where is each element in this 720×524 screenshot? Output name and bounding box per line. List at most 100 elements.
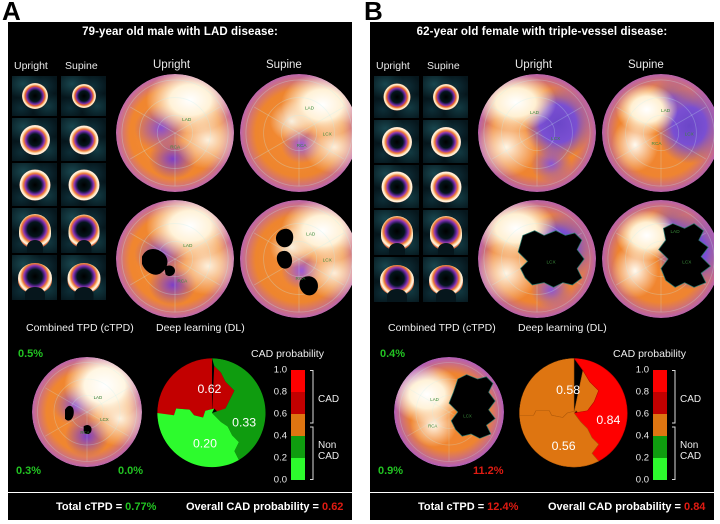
dl-value-rca-a: 0.20 xyxy=(193,437,217,451)
colorbar-segment-0.8-1.0 xyxy=(653,370,667,392)
footer-ctpd-label: Total cTPD = xyxy=(418,501,488,513)
panel-b-case-title: 62-year old female with triple-vessel di… xyxy=(416,26,668,38)
colorbar-segment-0.4-0.6 xyxy=(291,414,305,436)
dl-sector-lad-a xyxy=(157,358,235,418)
colorbar-a: 1.0 0.8 0.6 0.4 0.2 0.0 xyxy=(274,365,305,484)
polar-label-supine-a: Supine xyxy=(266,59,302,71)
footer-dl-value: 0.84 xyxy=(684,501,706,513)
colorbar-group-cad-b: CAD xyxy=(680,394,702,405)
colorbar-tick: 0.0 xyxy=(273,474,287,486)
dl-value-rca-b: 0.56 xyxy=(552,439,576,453)
polar-map-upright-raw-b: LAD LCX xyxy=(478,74,596,192)
polar-label-upright-a: Upright xyxy=(153,59,191,71)
footer-total-ctpd-a: Total cTPD = 0.77% xyxy=(56,501,156,513)
spect-slice xyxy=(423,257,468,302)
spect-slice xyxy=(374,165,419,208)
spect-slice xyxy=(12,76,57,116)
colorbar-tick: 0.6 xyxy=(635,408,649,420)
panel-letter-a: A xyxy=(2,0,21,26)
panel-b: B 62-year old female with triple-vessel … xyxy=(362,0,720,524)
colorbar-title-a: CAD probability xyxy=(251,348,324,360)
colorbar-segment-0.4-0.6 xyxy=(653,414,667,436)
spect-slice xyxy=(423,165,468,208)
footer-overall-cad-b: Overall CAD probability = 0.84 xyxy=(548,501,705,513)
footer-separator-b xyxy=(370,492,714,493)
colorbar-group-noncad-b: Non CAD xyxy=(680,440,701,462)
spect-slice xyxy=(61,76,106,116)
footer-total-ctpd-b: Total cTPD = 12.4% xyxy=(418,501,518,513)
colorbar-b: 1.0 0.8 0.6 0.4 0.2 0.0 xyxy=(636,365,667,484)
spect-slice xyxy=(61,208,106,253)
footer-overall-cad-a: Overall CAD probability = 0.62 xyxy=(186,501,343,513)
colorbar-tick: 0.4 xyxy=(635,430,649,442)
colorbar-tick: 0.2 xyxy=(635,452,649,464)
colorbar-segment-0.0-0.2 xyxy=(291,458,305,480)
slice-label-upright-a: Upright xyxy=(14,60,48,72)
polar-map-upright-blackout-b: LCX xyxy=(478,200,596,318)
polar-map-supine-raw-b: LAD LCX RCA xyxy=(602,74,714,192)
colorbar-segment-0.2-0.4 xyxy=(653,436,667,458)
slice-label-supine-a: Supine xyxy=(65,60,98,72)
slice-label-supine-b: Supine xyxy=(427,60,460,72)
polar-map-supine-raw-a: LAD LCX RCA xyxy=(240,74,352,192)
noncad-line2: CAD xyxy=(318,451,340,462)
footer-dl-value: 0.62 xyxy=(322,501,344,513)
ctpd-pct-rca-b: 0.9% xyxy=(378,465,404,477)
colorbar-tick: 0.2 xyxy=(273,452,287,464)
noncad-line1: Non xyxy=(318,440,337,451)
ctpd-pct-lcx-b: 11.2% xyxy=(473,465,504,477)
ctpd-pct-lad-a: 0.5% xyxy=(18,348,44,360)
noncad-line2: CAD xyxy=(680,451,702,462)
ctpd-pct-rca-a: 0.3% xyxy=(16,465,42,477)
panel-b-content: 62-year old female with triple-vessel di… xyxy=(370,22,714,520)
colorbar-segment-0.8-1.0 xyxy=(291,370,305,392)
spect-slice xyxy=(12,208,57,253)
dl-value-lad-b: 0.58 xyxy=(556,383,580,397)
spect-slice xyxy=(423,120,468,163)
polar-map-supine-blackout-a: LAD LCX RCA xyxy=(240,200,352,318)
footer-ctpd-label: Total cTPD = xyxy=(56,501,126,513)
footer-bar-a: Total cTPD = 0.77% Overall CAD probabili… xyxy=(8,493,352,520)
noncad-line1: Non xyxy=(680,440,699,451)
footer-bar-b: Total cTPD = 12.4% Overall CAD probabili… xyxy=(370,493,714,520)
slice-label-upright-b: Upright xyxy=(376,60,410,72)
colorbar-tick: 0.4 xyxy=(273,430,287,442)
ctpd-pct-lad-b: 0.4% xyxy=(380,348,406,360)
polar-map-supine-blackout-b: LAD LCX xyxy=(602,200,714,318)
polar-label-upright-b: Upright xyxy=(515,59,553,71)
polar-map-upright-blackout-a: LAD RCA xyxy=(116,200,234,318)
colorbar-segment-0.0-0.2 xyxy=(653,458,667,480)
colorbar-tick: 0.8 xyxy=(635,386,649,398)
colorbar-segment-0.2-0.4 xyxy=(291,436,305,458)
footer-dl-label: Overall CAD probability = xyxy=(186,501,323,513)
footer-separator-a xyxy=(8,492,352,493)
colorbar-tick: 1.0 xyxy=(273,364,287,376)
colorbar-segment-0.6-0.8 xyxy=(653,392,667,414)
spect-slice xyxy=(61,118,106,161)
colorbar-group-noncad-a: Non CAD xyxy=(318,440,339,462)
colorbar-tick: 0.8 xyxy=(273,386,287,398)
ctpd-pct-lcx-a: 0.0% xyxy=(118,465,144,477)
panel-a: A 79-year old male with LAD disease: Upr… xyxy=(0,0,358,524)
panel-a-case-title: 79-year old male with LAD disease: xyxy=(82,26,278,38)
spect-slice xyxy=(423,210,468,255)
polar-label-supine-b: Supine xyxy=(628,59,664,71)
colorbar-brace-a xyxy=(309,370,314,480)
ctpd-polar-map-b: LAD LCX RCA xyxy=(394,357,504,467)
footer-ctpd-value: 12.4% xyxy=(487,501,519,513)
panel-letter-b: B xyxy=(364,0,383,26)
colorbar-tick: 0.6 xyxy=(273,408,287,420)
dl-pie-chart-b: 0.58 0.84 0.56 xyxy=(518,357,630,469)
colorbar-tick: 0.0 xyxy=(635,474,649,486)
ctpd-polar-map-a: LAD LCX RCA xyxy=(32,357,142,467)
spect-slice xyxy=(374,257,419,302)
colorbar-segment-0.6-0.8 xyxy=(291,392,305,414)
colorbar-tick: 1.0 xyxy=(635,364,649,376)
spect-slice xyxy=(374,76,419,118)
section-label-dl-a: Deep learning (DL) xyxy=(156,322,245,334)
panel-a-content: 79-year old male with LAD disease: Uprig… xyxy=(8,22,352,520)
spect-slice xyxy=(423,76,468,118)
dl-value-lcx-a: 0.33 xyxy=(232,415,256,429)
spect-slice xyxy=(61,255,106,300)
colorbar-brace-b xyxy=(671,370,676,480)
